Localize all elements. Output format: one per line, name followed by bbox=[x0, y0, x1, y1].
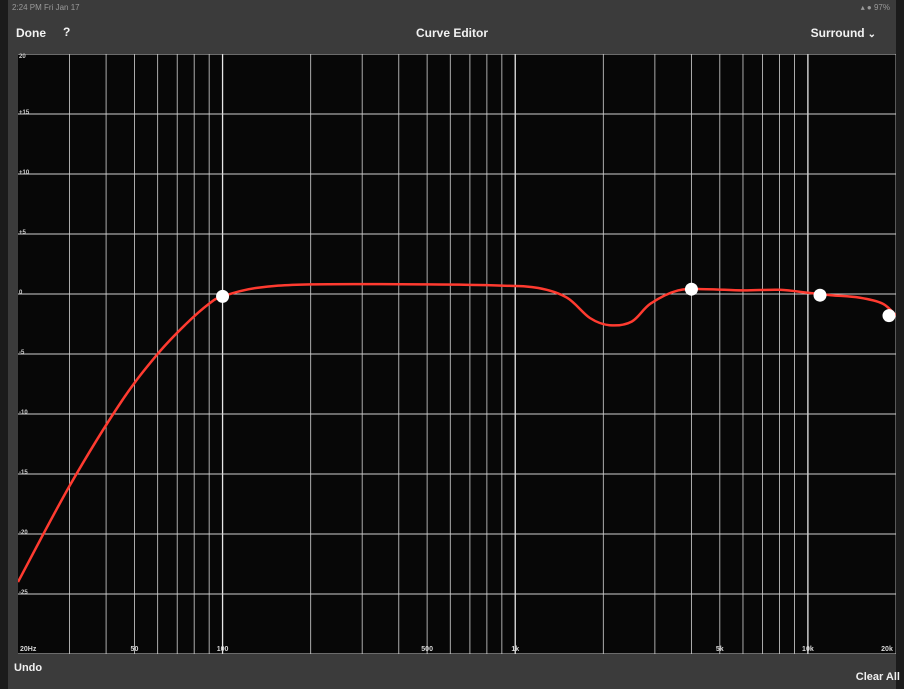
channel-label: Surround bbox=[810, 26, 865, 40]
curve-handles[interactable] bbox=[216, 282, 896, 323]
eq-curve bbox=[18, 282, 896, 583]
x-tick-label: 10k bbox=[802, 646, 814, 653]
x-tick-label: 20k bbox=[881, 646, 893, 653]
channel-selector[interactable]: Surround ⌄ bbox=[811, 26, 876, 40]
curve-handle-3[interactable] bbox=[813, 288, 827, 302]
y-tick-label: -25 bbox=[19, 590, 28, 596]
y-tick-label: -15 bbox=[19, 470, 28, 476]
curve-graph-svg[interactable] bbox=[18, 54, 896, 654]
x-tick-label: 1k bbox=[511, 646, 520, 653]
status-date: Fri Jan 17 bbox=[44, 3, 80, 12]
undo-button[interactable]: Undo bbox=[14, 662, 43, 674]
x-tick-label: 20Hz bbox=[20, 646, 37, 653]
navigation-bar: Done ? Curve Editor Surround ⌄ bbox=[8, 14, 896, 54]
x-tick-label: 5k bbox=[715, 646, 724, 653]
ipad-screen: 2:24 PM Fri Jan 17 ▴ ● 97% Done ? Curve … bbox=[8, 0, 900, 689]
status-indicators: ▴ ● 97% bbox=[860, 3, 890, 12]
chevron-down-icon: ⌄ bbox=[867, 29, 876, 40]
status-bar: 2:24 PM Fri Jan 17 ▴ ● 97% bbox=[8, 0, 896, 14]
page-title: Curve Editor bbox=[415, 26, 488, 40]
y-tick-label: 20 bbox=[19, 54, 26, 60]
done-button[interactable]: Done bbox=[16, 26, 46, 40]
curve-graph[interactable]: 20 +15 +10 +5 0 -5 -10 -15 -20 -25 20Hz 50 100 500 1k… bbox=[18, 54, 896, 654]
x-tick-label: 100 bbox=[216, 646, 229, 653]
y-tick-label: 0 bbox=[19, 290, 23, 296]
curve-handle-2[interactable] bbox=[684, 282, 698, 296]
y-tick-label: -10 bbox=[19, 410, 28, 416]
help-button[interactable]: ? bbox=[63, 25, 71, 39]
y-tick-label: -20 bbox=[19, 530, 28, 536]
y-tick-label: +5 bbox=[19, 230, 26, 236]
status-time-date: 2:24 PM Fri Jan 17 bbox=[12, 3, 80, 12]
x-tick-label: 500 bbox=[421, 646, 433, 653]
y-tick-label: +10 bbox=[19, 170, 30, 176]
curve-handle-1[interactable] bbox=[216, 289, 230, 303]
clear-all-button[interactable]: Clear All bbox=[855, 671, 900, 683]
grid-lines bbox=[18, 54, 896, 654]
y-tick-label: +15 bbox=[19, 110, 30, 116]
x-tick-label: 50 bbox=[130, 646, 139, 653]
y-tick-label: -5 bbox=[19, 350, 25, 356]
curve-handle-4[interactable] bbox=[882, 309, 896, 323]
status-time: 2:24 PM bbox=[12, 3, 42, 12]
